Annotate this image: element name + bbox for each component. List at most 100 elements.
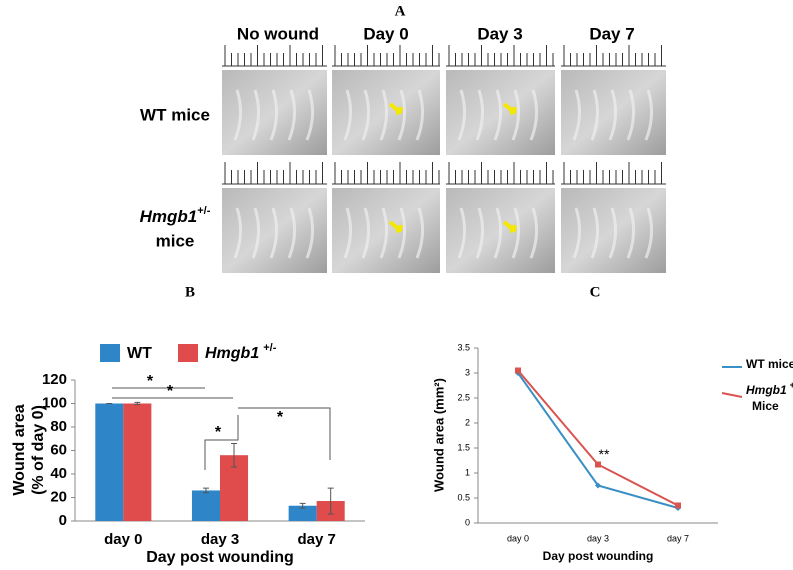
photo-texture <box>475 89 484 141</box>
error-bar <box>231 442 238 468</box>
arrow <box>388 102 403 115</box>
panel-label: B <box>185 284 195 300</box>
legend-line <box>721 392 743 398</box>
legend-name: Hmgb1 <box>746 383 787 397</box>
photo-texture <box>572 89 581 141</box>
y-tick-label: 3 <box>465 367 470 377</box>
photo-texture <box>269 207 278 259</box>
marker <box>595 461 601 468</box>
marker <box>595 482 601 489</box>
legend-swatch <box>178 344 198 362</box>
row-label: WT mice <box>140 105 210 124</box>
legend-superscript: +/- <box>790 380 793 390</box>
legend-name: WT mice <box>746 357 793 371</box>
photo-texture <box>572 207 581 259</box>
photo-texture <box>511 207 520 259</box>
significance-bracket <box>204 415 239 470</box>
photo-texture <box>590 89 599 141</box>
x-tick-label: day 7 <box>297 531 335 548</box>
significance-label: * <box>147 373 154 390</box>
column-header: No wound <box>237 24 319 43</box>
significance-label: * <box>215 424 222 441</box>
significance-label: * <box>167 383 174 400</box>
column-header: Day 0 <box>363 24 408 43</box>
x-tick-label: day 7 <box>667 533 689 543</box>
column-header: Day 3 <box>477 24 522 43</box>
y-tick-label: 0 <box>59 512 67 529</box>
error-bar <box>202 487 209 494</box>
photo-texture <box>608 207 617 259</box>
y-tick-label: 80 <box>50 418 67 435</box>
marker <box>675 502 681 509</box>
significance-label: ** <box>599 446 610 462</box>
legend-name: Hmgb1 <box>205 345 259 362</box>
photo-texture <box>608 89 617 141</box>
photo-texture <box>644 207 653 259</box>
photo-texture <box>529 207 538 259</box>
photo-texture <box>397 207 406 259</box>
photo-texture <box>305 89 314 141</box>
legend-label: Hmgb1+/- <box>746 380 793 397</box>
error-bar <box>327 487 334 515</box>
photo-texture <box>457 89 466 141</box>
y-axis-label: (% of day 0) <box>30 405 47 495</box>
x-tick-label: day 3 <box>201 531 239 548</box>
marker <box>515 367 521 374</box>
y-tick-label: 0 <box>465 517 470 527</box>
error-bar <box>299 502 306 509</box>
arrow <box>502 102 517 115</box>
photo-texture <box>287 207 296 259</box>
bar <box>288 505 317 521</box>
photo-texture <box>415 207 424 259</box>
photo-texture <box>233 89 242 141</box>
photo-texture <box>415 89 424 141</box>
bar <box>191 490 220 521</box>
arrow <box>502 220 517 233</box>
photo-texture <box>493 89 502 141</box>
error-bar <box>134 401 141 406</box>
y-tick-label: 2 <box>465 417 470 427</box>
row-label: mice <box>156 231 195 250</box>
y-tick-label: 40 <box>50 465 67 482</box>
x-axis-label: Day post wounding <box>146 549 294 566</box>
row-label: Hmgb1+/- <box>140 205 211 227</box>
legend-label: Mice <box>752 399 779 413</box>
y-tick-label: 1.5 <box>457 442 470 452</box>
y-tick-label: 0.5 <box>457 492 470 502</box>
panel-label: A <box>395 3 406 19</box>
legend-label: WT <box>127 345 152 362</box>
photo-grid <box>222 45 666 273</box>
photo-texture <box>305 207 314 259</box>
photo-texture <box>343 89 352 141</box>
photo-texture <box>379 89 388 141</box>
y-axis-label: Wound area (mm²) <box>431 378 446 492</box>
bar <box>123 403 152 521</box>
photo-texture <box>251 207 260 259</box>
photo-texture <box>269 89 278 141</box>
bar <box>95 403 124 521</box>
photo-texture <box>343 207 352 259</box>
photo-texture <box>475 207 484 259</box>
photo-texture <box>287 89 296 141</box>
panel-label: C <box>590 284 601 300</box>
x-tick-label: day 0 <box>507 533 529 543</box>
photo-texture <box>590 207 599 259</box>
photo-texture <box>361 89 370 141</box>
photo-texture <box>644 89 653 141</box>
y-tick-label: 1 <box>465 467 470 477</box>
photo-texture <box>397 89 406 141</box>
legend-superscript: +/- <box>263 342 276 354</box>
photo-texture <box>233 207 242 259</box>
y-tick-label: 20 <box>50 488 67 505</box>
legend-swatch <box>100 344 120 362</box>
y-tick-label: 120 <box>42 371 67 388</box>
x-tick-label: day 3 <box>587 533 609 543</box>
y-tick-label: 3.5 <box>457 342 470 352</box>
photo-texture <box>457 207 466 259</box>
significance-bracket <box>238 407 331 460</box>
significance-label: * <box>277 409 284 426</box>
photo-texture <box>251 89 260 141</box>
legend-label: WT mice <box>746 357 793 371</box>
